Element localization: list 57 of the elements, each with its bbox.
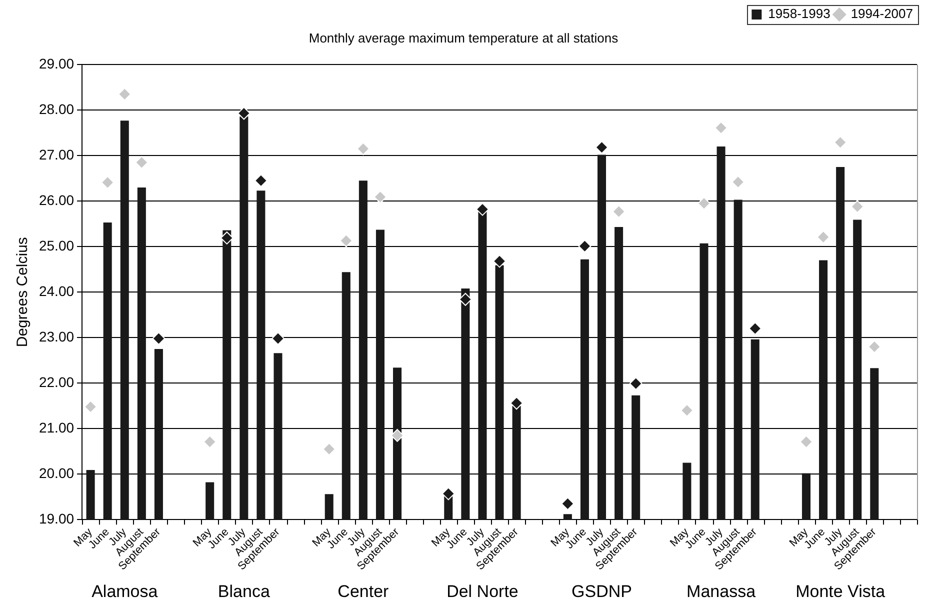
y-tick-label: 28.00 [38, 100, 74, 117]
point [152, 332, 166, 346]
point [510, 396, 524, 410]
point [816, 230, 830, 244]
point [493, 254, 506, 268]
point [237, 106, 250, 120]
y-tick-label: 27.00 [38, 146, 74, 162]
point [84, 400, 98, 414]
text: GSDNP [572, 582, 632, 601]
point [374, 190, 387, 204]
point [714, 121, 728, 134]
point [203, 435, 216, 448]
point [390, 428, 404, 442]
point [101, 176, 114, 189]
point [135, 156, 148, 169]
point [595, 140, 608, 154]
point [800, 435, 813, 448]
chart-title: Monthly average maximum temperature at all stations [308, 30, 619, 46]
legend-label: 1994-2007 [850, 6, 914, 22]
point [476, 202, 489, 216]
legend-label: 1958-1993 [768, 6, 830, 22]
text: Monte Vista [796, 582, 886, 601]
text: Blanca [218, 582, 270, 601]
point [442, 487, 455, 500]
y-tick-label: 24.00 [38, 282, 74, 299]
point [220, 231, 234, 244]
point [322, 442, 336, 456]
point [629, 377, 642, 390]
text: Center [338, 582, 390, 601]
y-tick-label: 29.00 [38, 55, 74, 72]
point [118, 88, 132, 101]
y-tick-label: 19.00 [38, 510, 74, 526]
y-axis-title: Degrees Celcius [14, 237, 32, 348]
text: Del Norte [446, 582, 518, 601]
point [271, 332, 284, 346]
point [698, 196, 710, 210]
y-tick-label: 26.00 [38, 192, 74, 208]
point [748, 322, 762, 336]
y-tick-label: 23.00 [38, 328, 74, 344]
point [561, 497, 574, 510]
point [578, 240, 592, 253]
point [834, 136, 847, 149]
text: Alamosa [92, 582, 158, 601]
point [868, 340, 881, 354]
point [340, 234, 353, 248]
y-tick-label: 20.00 [38, 464, 74, 481]
point [612, 205, 626, 218]
y-tick-label: 21.00 [38, 419, 74, 436]
point [458, 292, 472, 306]
y-tick-label: 25.00 [38, 237, 74, 254]
y-tick-label: 22.00 [38, 374, 74, 390]
point [732, 175, 745, 188]
point [356, 142, 370, 156]
point [850, 200, 864, 214]
text: Manassa [686, 582, 756, 601]
point [680, 404, 694, 417]
point [254, 174, 268, 188]
